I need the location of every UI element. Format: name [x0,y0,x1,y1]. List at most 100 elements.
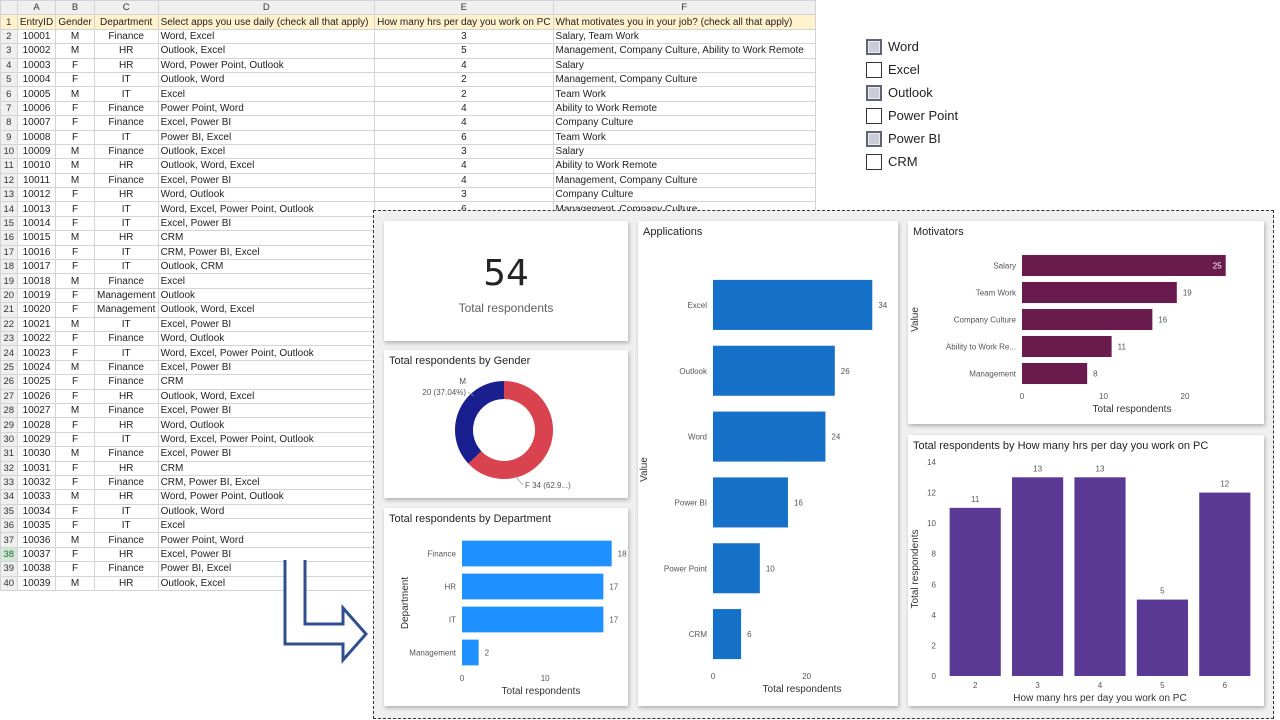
cell[interactable]: 4 [374,172,554,189]
row-number[interactable]: 8 [0,115,18,131]
cell[interactable]: 10020 [16,302,57,318]
cell[interactable]: 10031 [16,460,57,476]
cell[interactable]: Excel [157,518,376,534]
cell[interactable]: Management, Company Culture [552,71,816,88]
cell[interactable]: 4 [374,57,554,73]
row-number[interactable]: 29 [0,417,18,433]
cell[interactable]: 10002 [16,43,57,59]
cell[interactable]: IT [93,503,159,520]
cell[interactable]: F [55,215,95,232]
cell[interactable]: IT [93,86,159,102]
cell[interactable]: F [55,115,95,131]
row-number[interactable]: 25 [0,359,18,376]
row-number[interactable]: 20 [0,287,18,304]
cell[interactable]: M [55,316,95,332]
column-header-c[interactable]: C [93,0,159,16]
cell[interactable]: M [55,43,95,59]
header-cell[interactable]: How many hrs per day you work on PC [374,14,554,30]
cell[interactable]: F [55,201,95,217]
cell[interactable]: Excel [157,86,376,102]
cell[interactable]: Outlook, Word, Excel [157,158,376,174]
cell[interactable]: 10006 [16,100,57,117]
cell[interactable]: HR [93,575,159,592]
cell[interactable]: 10016 [16,244,57,261]
cell[interactable]: IT [93,201,159,217]
cell[interactable]: F [55,259,95,275]
cell[interactable]: 10011 [16,172,57,189]
header-cell[interactable]: Gender [55,14,95,30]
cell[interactable]: M [55,402,95,419]
checklist-item[interactable]: Power Point [866,104,958,127]
checkbox[interactable] [866,107,882,124]
row-number[interactable]: 5 [0,71,18,88]
cell[interactable]: 6 [374,129,554,145]
cell[interactable]: M [55,143,95,160]
cell[interactable]: F [55,561,95,577]
cell[interactable]: Team Work [552,129,816,145]
cell[interactable]: 10019 [16,287,57,304]
row-number[interactable]: 40 [0,575,18,592]
row-number[interactable]: 16 [0,230,18,246]
applications-card[interactable]: Applications Excel 34 Outlook 26 Word 24 Power… [638,221,898,706]
cell[interactable]: Finance [93,402,159,419]
row-number[interactable]: 34 [0,489,18,505]
cell[interactable]: 10030 [16,446,57,462]
row-number[interactable]: 33 [0,474,18,491]
cell[interactable]: Finance [93,474,159,491]
row-number[interactable]: 13 [0,187,18,203]
checklist-item[interactable]: Outlook [866,81,958,104]
cell[interactable]: Word, Power Point, Outlook [157,489,376,505]
cell[interactable]: 10021 [16,316,57,332]
cell[interactable]: IT [93,259,159,275]
cell[interactable]: IT [93,129,159,145]
cell[interactable]: IT [93,244,159,261]
cell[interactable]: Finance [93,446,159,462]
row-number[interactable]: 18 [0,259,18,275]
cell[interactable]: F [55,71,95,88]
gender-card[interactable]: Total respondents by Gender M 20 (37.04%)… [384,350,628,498]
cell[interactable]: M [55,273,95,289]
cell[interactable]: 10014 [16,215,57,232]
cell[interactable]: Finance [93,100,159,117]
cell[interactable]: F [55,460,95,476]
header-cell[interactable]: What motivates you in your job? (check a… [552,14,816,30]
cell[interactable]: Ability to Work Remote [552,158,816,174]
checkbox[interactable] [866,130,882,147]
header-cell[interactable]: EntryID [16,14,57,30]
cell[interactable]: 10033 [16,489,57,505]
row-number[interactable]: 3 [0,43,18,59]
cell[interactable]: 10007 [16,115,57,131]
cell[interactable]: 10012 [16,187,57,203]
cell[interactable]: Finance [93,28,159,45]
kpi-card[interactable]: 54 Total respondents [384,221,628,341]
cell[interactable]: 10024 [16,359,57,376]
cell[interactable]: Finance [93,374,159,390]
cell[interactable]: IT [93,518,159,534]
department-card[interactable]: Total respondents by Department Finance 1… [384,508,628,706]
cell[interactable]: F [55,187,95,203]
cell[interactable]: 5 [374,43,554,59]
cell[interactable]: 4 [374,100,554,117]
cell[interactable]: Power Point, Word [157,532,376,548]
row-number[interactable]: 19 [0,273,18,289]
cell[interactable]: F [55,244,95,261]
cell[interactable]: Finance [93,561,159,577]
cell[interactable]: 10009 [16,143,57,160]
cell[interactable]: F [55,129,95,145]
cell[interactable]: 3 [374,28,554,45]
cell[interactable]: HR [93,489,159,505]
cell[interactable]: Ability to Work Remote [552,100,816,117]
row-number[interactable]: 36 [0,518,18,534]
cell[interactable]: M [55,172,95,189]
cell[interactable]: Excel, Power BI [157,115,376,131]
cell[interactable]: M [55,575,95,592]
cell[interactable]: Management, Company Culture [552,172,816,189]
cell[interactable]: Excel, Power BI [157,446,376,462]
cell[interactable]: 10015 [16,230,57,246]
cell[interactable]: 10025 [16,374,57,390]
checkbox[interactable] [866,38,882,55]
cell[interactable]: M [55,230,95,246]
cell[interactable]: 10022 [16,330,57,347]
cell[interactable]: CRM [157,460,376,476]
cell[interactable]: 3 [374,143,554,160]
